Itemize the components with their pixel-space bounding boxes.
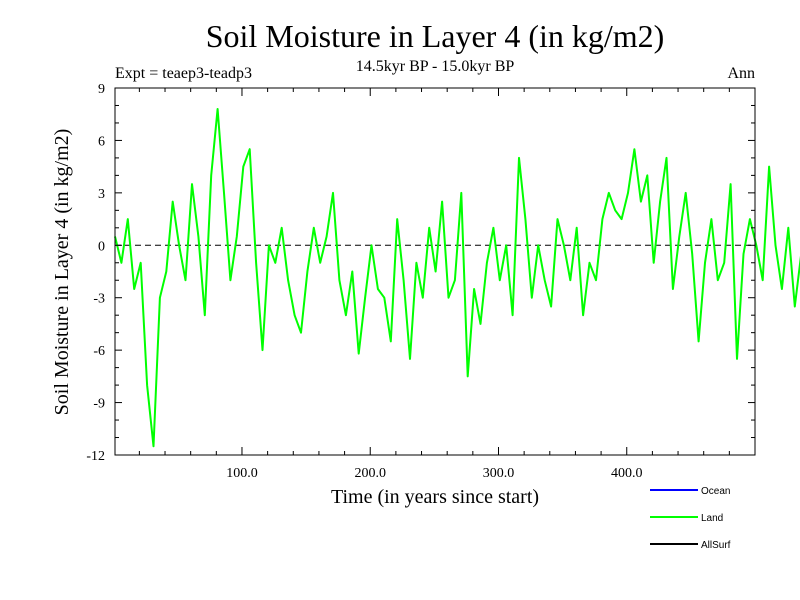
legend-label-ocean: Ocean	[701, 486, 730, 497]
x-tick-label: 300.0	[483, 466, 515, 481]
experiment-label: Expt = teaep3-teadp3	[115, 65, 252, 82]
y-tick-label: -9	[93, 397, 105, 412]
y-tick-label: 9	[98, 82, 105, 97]
y-tick-label: 0	[98, 239, 105, 254]
x-tick-label: 100.0	[226, 466, 258, 481]
chart-title: Soil Moisture in Layer 4 (in kg/m2)	[206, 18, 665, 54]
y-tick-label: -12	[86, 449, 105, 464]
x-tick-label: 400.0	[611, 466, 643, 481]
legend-label-land: Land	[701, 513, 723, 524]
season-label: Ann	[727, 65, 755, 82]
x-axis-label: Time (in years since start)	[331, 486, 539, 508]
y-tick-label: 6	[98, 134, 105, 149]
y-tick-label: -3	[93, 292, 105, 307]
chart-subtitle: 14.5kyr BP - 15.0kyr BP	[356, 58, 515, 75]
y-tick-label: 3	[98, 187, 105, 202]
legend-label-allsurf: AllSurf	[701, 540, 731, 551]
y-axis-label: Soil Moisture in Layer 4 (in kg/m2)	[51, 129, 73, 416]
x-tick-label: 200.0	[354, 466, 386, 481]
series-line-land	[114, 108, 800, 448]
y-tick-label: -6	[93, 344, 105, 359]
plot-frame	[114, 87, 756, 456]
